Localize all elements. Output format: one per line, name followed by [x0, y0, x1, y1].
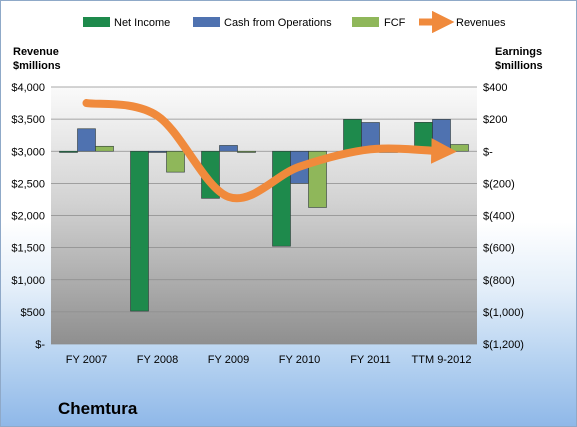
x-tick-label: FY 2009 [208, 354, 249, 366]
right-tick-label: $400 [483, 82, 507, 94]
right-tick-label: $(400) [483, 211, 515, 223]
left-tick-label: $500 [21, 307, 45, 319]
left-tick-label: $2,500 [11, 178, 45, 190]
x-tick-label: TTM 9-2012 [412, 354, 472, 366]
left-axis-label-line2: $millions [13, 60, 61, 72]
right-tick-label: $(800) [483, 275, 515, 287]
bar-net-income [272, 150, 291, 247]
revenue-series [82, 99, 457, 203]
left-axis-ticks: $4,000 $3,500 $3,000 $2,500 $2,000 $1,500 $1,0… [11, 82, 45, 351]
company-name: Chemtura [58, 399, 138, 418]
left-tick-label: $1,500 [11, 243, 45, 255]
line-revenues [82, 99, 457, 203]
x-tick-label: FY 2011 [350, 354, 391, 366]
legend-label-net-income: Net Income [114, 17, 170, 29]
right-tick-label: $200 [483, 114, 507, 126]
bar-net-income [130, 150, 149, 312]
bar-fcf [237, 150, 256, 153]
bar-cash-from-operations [432, 119, 451, 152]
right-axis-label-line2: $millions [495, 60, 543, 72]
right-tick-label: $- [483, 146, 493, 158]
right-tick-label: $(200) [483, 178, 515, 190]
left-tick-label: $3,500 [11, 114, 45, 126]
bar-cash-from-operations [77, 128, 96, 152]
legend: Net Income Cash from Operations FCF Reve… [83, 10, 506, 34]
gridlines [51, 86, 477, 345]
bar-cash-from-operations [148, 150, 167, 153]
x-tick-label: FY 2007 [66, 354, 107, 366]
left-tick-label: $3,000 [11, 146, 45, 158]
legend-label-cash-from-operations: Cash from Operations [224, 17, 332, 29]
bar-fcf [95, 145, 114, 152]
legend-label-fcf: FCF [384, 17, 406, 29]
right-tick-label: $(600) [483, 243, 515, 255]
bar-net-income [343, 118, 362, 152]
right-tick-label: $(1,200) [483, 339, 524, 351]
legend-swatch-net-income [83, 17, 110, 27]
right-axis-label-line1: Earnings [495, 46, 542, 58]
legend-label-revenues: Revenues [456, 17, 506, 29]
legend-swatch-fcf [352, 17, 379, 27]
bar-fcf [450, 144, 469, 152]
right-axis-ticks: $400 $200 $- $(200) $(400) $(600) $(800) $(1,00… [483, 82, 524, 351]
left-tick-label: $2,000 [11, 211, 45, 223]
right-tick-label: $(1,000) [483, 307, 524, 319]
bar-net-income [59, 150, 78, 153]
bar-fcf [166, 150, 185, 173]
x-tick-label: FY 2008 [137, 354, 178, 366]
left-tick-label: $- [35, 339, 45, 351]
left-tick-label: $1,000 [11, 275, 45, 287]
x-axis-ticks: FY 2007 FY 2008 FY 2009 FY 2010 FY 2011 TTM 9… [66, 354, 472, 366]
legend-swatch-cash-from-operations [193, 17, 220, 27]
x-tick-label: FY 2010 [279, 354, 320, 366]
left-axis-label-line1: Revenue [13, 46, 59, 58]
bar-cash-from-operations [219, 145, 238, 152]
left-tick-label: $4,000 [11, 82, 45, 94]
